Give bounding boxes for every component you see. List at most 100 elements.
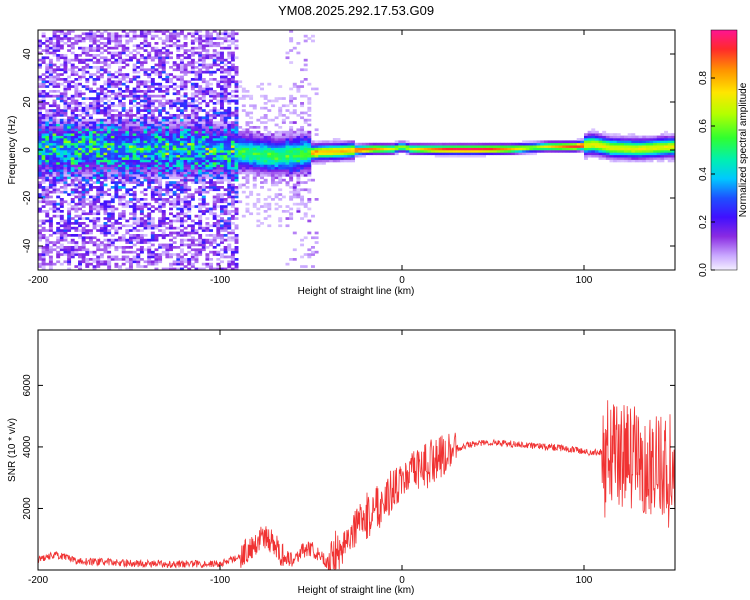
heatmap-cell — [85, 97, 90, 100]
heatmap-cell — [96, 162, 101, 165]
heatmap-cell — [201, 140, 206, 144]
heatmap-cell — [88, 188, 93, 192]
heatmap-cell — [59, 152, 64, 156]
heatmap-cell — [179, 183, 184, 187]
heatmap-cell — [139, 128, 144, 132]
heatmap-cell — [274, 147, 279, 151]
heatmap-cell — [241, 159, 246, 163]
heatmap-cell — [63, 32, 68, 36]
heatmap-cell — [110, 135, 115, 139]
heatmap-cell — [92, 39, 97, 43]
heatmap-cell — [496, 145, 501, 148]
heatmap-cell — [139, 217, 144, 220]
heatmap-cell — [198, 75, 203, 79]
heatmap-cell — [41, 106, 46, 110]
heatmap-cell — [300, 68, 305, 72]
heatmap-cell — [63, 97, 68, 100]
heatmap-cell — [172, 198, 177, 201]
heatmap-cell — [227, 97, 232, 100]
heatmap-cell — [132, 258, 137, 261]
heatmap-cell — [70, 80, 75, 84]
heatmap-cell — [161, 200, 166, 204]
heatmap-cell — [63, 219, 68, 223]
heatmap-cell — [48, 246, 53, 249]
heatmap-cell — [147, 214, 152, 218]
heatmap-cell — [190, 142, 195, 146]
heatmap-cell — [263, 121, 268, 124]
heatmap-cell — [198, 159, 203, 163]
heatmap-cell — [234, 210, 239, 213]
heatmap-cell — [143, 193, 148, 196]
heatmap-cell — [361, 154, 366, 158]
heatmap-cell — [278, 154, 283, 158]
heatmap-cell — [205, 255, 210, 259]
heatmap-cell — [63, 176, 68, 180]
heatmap-cell — [48, 68, 53, 72]
heatmap-cell — [99, 140, 104, 144]
heatmap-cell — [96, 219, 101, 223]
heatmap-cell — [99, 183, 104, 187]
heatmap-cell — [176, 109, 181, 112]
heatmap-cell — [121, 142, 126, 146]
heatmap-cell — [63, 162, 68, 165]
heatmap-cell — [216, 145, 221, 148]
heatmap-cell — [103, 109, 108, 112]
heatmap-cell — [158, 102, 163, 105]
heatmap-cell — [92, 176, 97, 180]
heatmap-cell — [216, 226, 221, 230]
heatmap-cell — [125, 162, 130, 165]
heatmap-cell — [67, 234, 72, 237]
heatmap-cell — [289, 135, 294, 139]
heatmap-cell — [147, 106, 152, 110]
heatmap-cell — [332, 138, 337, 141]
heatmap-cell — [205, 176, 210, 180]
heatmap-cell — [209, 258, 214, 261]
heatmap-cell — [110, 56, 115, 60]
heatmap-cell — [67, 80, 72, 84]
heatmap-cell — [201, 58, 206, 62]
heatmap-cell — [74, 241, 79, 244]
heatmap-cell — [292, 97, 297, 100]
heatmap-cell — [172, 34, 177, 38]
heatmap-cell — [220, 111, 224, 115]
heatmap-cell — [176, 68, 181, 72]
heatmap-cell — [252, 135, 257, 139]
heatmap-cell — [176, 246, 181, 249]
heatmap-cell — [423, 152, 428, 156]
heatmap-cell — [96, 130, 101, 134]
heatmap-cell — [172, 150, 177, 153]
heatmap-cell — [241, 90, 246, 93]
heatmap-cell — [38, 154, 42, 158]
heatmap-cell — [270, 150, 275, 153]
heatmap-cell — [212, 97, 217, 100]
heatmap-cell — [300, 243, 305, 247]
heatmap-cell — [74, 106, 79, 110]
heatmap-cell — [96, 260, 101, 264]
heatmap-cell — [398, 140, 403, 144]
heatmap-cell — [303, 121, 308, 124]
heatmap-cell — [99, 128, 104, 132]
heatmap-cell — [63, 234, 68, 237]
heatmap-cell — [114, 34, 119, 38]
heatmap-cell — [216, 250, 221, 254]
heatmap-cell — [81, 174, 86, 177]
heatmap-cell — [161, 46, 166, 50]
heatmap-cell — [194, 164, 199, 168]
heatmap-cell — [183, 176, 188, 180]
heatmap-cell — [303, 135, 308, 139]
heatmap-cell — [63, 248, 68, 252]
heatmap-cell — [292, 142, 297, 146]
heatmap-cell — [161, 169, 166, 172]
heatmap-cell — [125, 200, 130, 204]
heatmap-cell — [161, 229, 166, 232]
heatmap-cell — [103, 157, 108, 160]
heatmap-cell — [88, 147, 93, 151]
heatmap-cell — [303, 154, 308, 158]
heatmap-cell — [92, 128, 97, 132]
heatmap-cell — [165, 61, 170, 64]
heatmap-cell — [300, 116, 305, 120]
heatmap-cell — [307, 174, 312, 177]
heatmap-cell — [391, 145, 396, 148]
heatmap-cell — [562, 147, 567, 151]
heatmap-cell — [220, 102, 224, 105]
